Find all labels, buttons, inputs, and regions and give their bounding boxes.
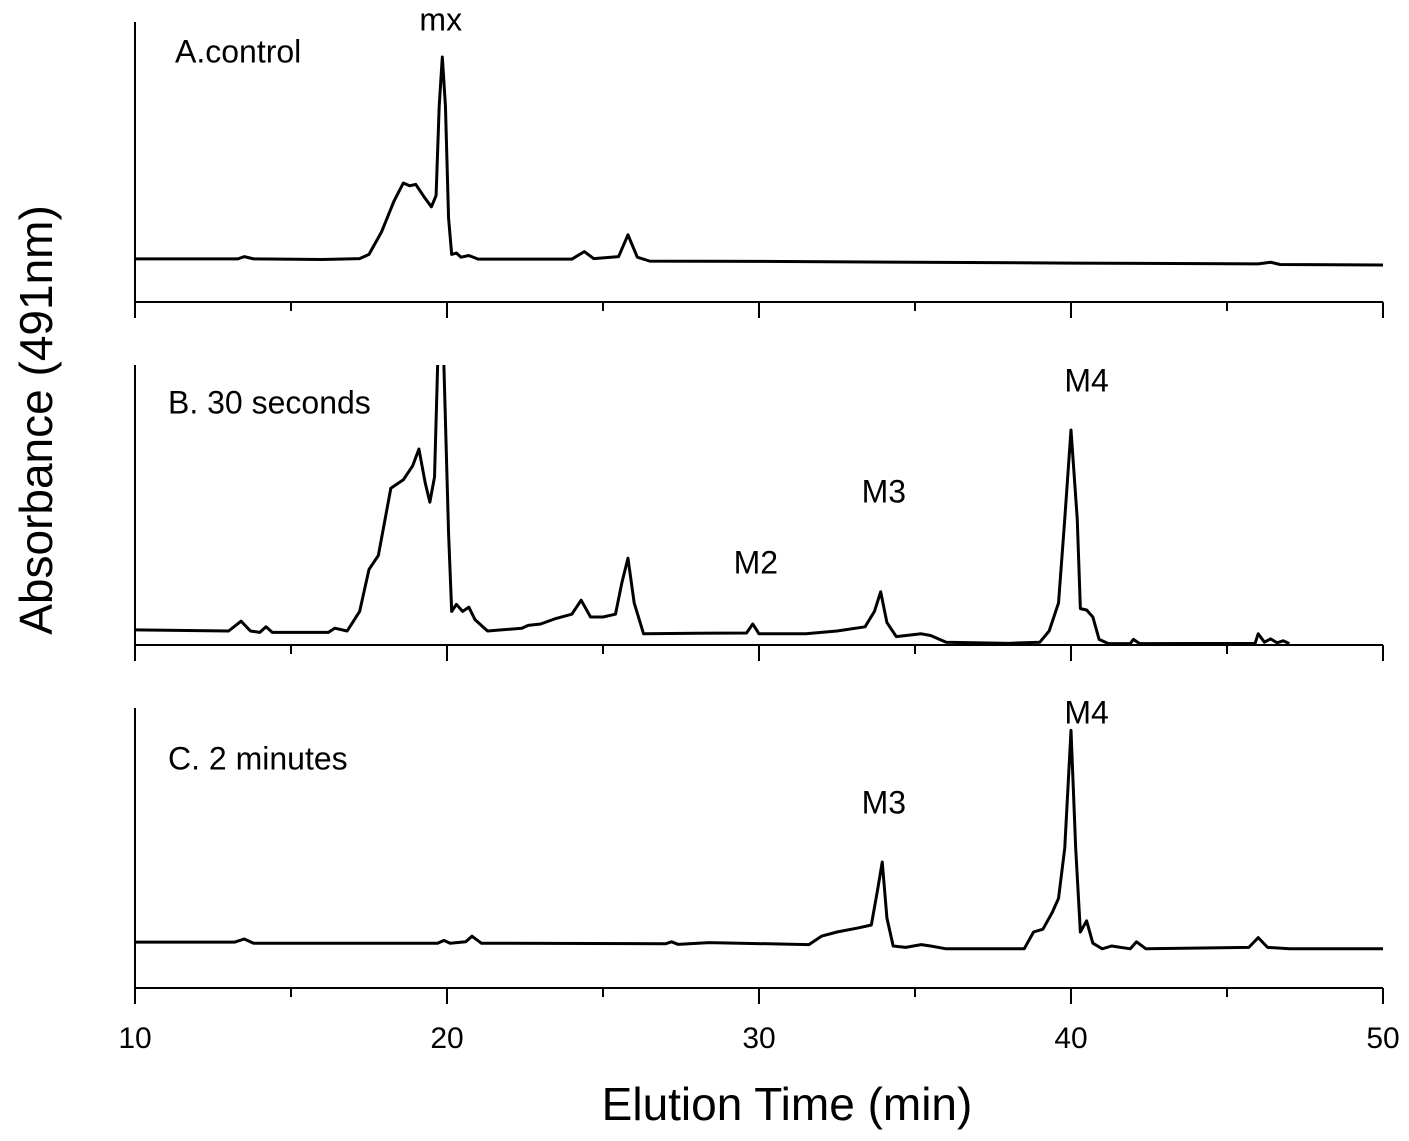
x-tick-label: 50 [1366,1022,1399,1055]
peak-label: M4 [1064,362,1108,398]
peak-label: mx [419,1,462,37]
peak-label: M3 [862,784,906,820]
chromatogram-line [135,365,1291,645]
peak-label: M3 [862,473,906,509]
x-tick-label: 10 [118,1022,151,1055]
x-tick-label: 20 [430,1022,463,1055]
x-axis-label: Elution Time (min) [602,1078,973,1130]
x-tick-label: 40 [1054,1022,1087,1055]
peak-label: M2 [734,544,778,580]
panel-title: A.control [175,33,301,69]
y-axis-label: Absorbance (491nm) [10,205,62,635]
panel-title: B. 30 seconds [168,384,371,420]
panel-title: C. 2 minutes [168,740,348,776]
chromatogram-line [135,728,1383,951]
peak-label: M4 [1064,694,1108,730]
chromatogram-line [135,55,1383,267]
x-tick-label: 30 [742,1022,775,1055]
